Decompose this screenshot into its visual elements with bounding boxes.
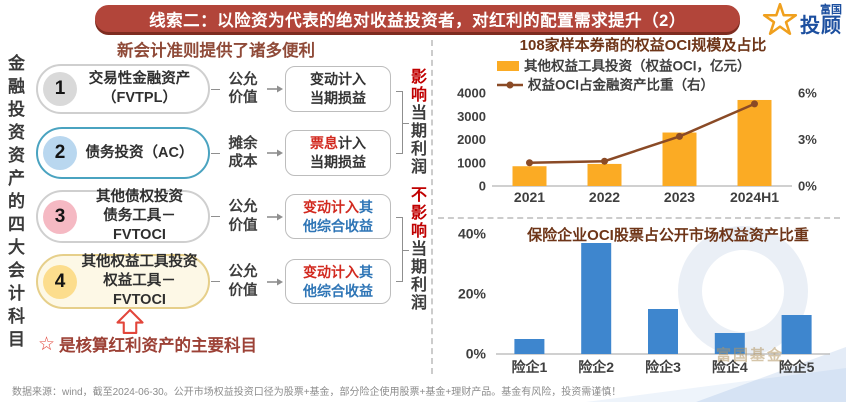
- category-label: 险企5: [779, 359, 815, 375]
- flow-arrow-icon: [267, 149, 283, 157]
- star-icon: [762, 2, 798, 35]
- category-label: 2022: [589, 189, 620, 205]
- result-box: 变动计入其 他综合收益: [285, 258, 391, 305]
- bar-险企4: [714, 333, 745, 354]
- bar-险企5: [781, 315, 812, 354]
- account-name: 其他债权投资 债务工具－FVTOCI: [96, 189, 183, 243]
- result-box: 变动计入其 他综合收益: [285, 193, 391, 240]
- row-number-badge: 2: [43, 136, 77, 170]
- account-name: 其他权益工具投资 权益工具－FVTOCI: [81, 254, 198, 308]
- category-label: 2023: [664, 189, 695, 205]
- account-pill: 1 交易性金融资产 （FVTPL）: [36, 64, 210, 114]
- axis-tick: 2000: [457, 132, 486, 147]
- account-pill: 4 其他权益工具投资 权益工具－FVTOCI: [36, 254, 210, 309]
- account-name: 债务投资（AC）: [85, 144, 194, 161]
- measurement-label: 摊余 成本: [228, 135, 258, 170]
- category-label: 险企1: [512, 359, 548, 375]
- bracket: [396, 91, 409, 154]
- oci-stock-ratio-chart: 保险企业OCI股票占公开市场权益资产比重 0% 20% 40% 险企1 险企2 险企3 险企4…: [440, 222, 846, 380]
- connector-line: [211, 152, 220, 154]
- svg-text:保险企业OCI股票占公开市场权益资产比重: 保险企业OCI股票占公开市场权益资产比重: [526, 226, 809, 244]
- watermark-text: 富国基金: [716, 347, 785, 364]
- bar-险企2: [581, 243, 612, 354]
- ratio-line: [529, 102, 755, 164]
- flow-arrow-icon: [267, 278, 283, 285]
- star-outline-icon: ☆: [38, 333, 56, 355]
- row-number-badge: 4: [43, 264, 77, 299]
- flow-arrow-icon: [267, 213, 283, 220]
- axis-tick: 0%: [466, 346, 487, 362]
- bar-2022: [587, 163, 622, 186]
- flow-arrow-icon: [267, 85, 283, 93]
- connector-line: [211, 216, 220, 217]
- measurement-label: 公允 价值: [228, 264, 258, 299]
- left-panel-title: 新会计准则提供了诸多便利: [117, 42, 315, 60]
- svg-text:108家样本券商的权益OCI规模及占比: 108家样本券商的权益OCI规模及占比: [520, 36, 767, 54]
- vertical-section-label: 金融投资资产的四大会计科目: [5, 54, 24, 353]
- result-box: 票息计入 当期损益: [285, 130, 391, 176]
- svg-text:权益OCI占金融资产比重（右）: 权益OCI占金融资产比重（右）: [527, 77, 714, 93]
- brand-name: 富国: [820, 3, 842, 16]
- category-label: 险企3: [645, 359, 681, 375]
- impact-label-profit: 影响当期利润: [408, 68, 425, 176]
- vertical-divider: [431, 40, 433, 374]
- account-row-1: 1 交易性金融资产 （FVTPL） 公允 价值 变动计入 当期损益: [36, 64, 398, 114]
- brand-logo: 富国 投顾: [761, 1, 842, 39]
- measurement-label: 公允 价值: [228, 71, 258, 106]
- axis-tick: 0%: [798, 179, 817, 194]
- category-label: 险企4: [712, 359, 748, 375]
- bracket: [396, 217, 409, 282]
- axis-tick: 4000: [457, 86, 486, 101]
- row-number-badge: 3: [43, 199, 77, 234]
- axis-tick: 6%: [798, 86, 817, 101]
- category-label: 2024H1: [730, 189, 779, 205]
- account-pill: 3 其他债权投资 债务工具－FVTOCI: [36, 189, 210, 243]
- dividend-note: ☆ 是核算红利资产的主要科目: [38, 333, 258, 356]
- bar-险企1: [514, 339, 545, 354]
- bar-2024H1: [737, 99, 772, 186]
- horizontal-divider: [438, 217, 840, 219]
- row-number-badge: 1: [43, 72, 77, 106]
- axis-tick: 40%: [458, 226, 487, 242]
- connector-line: [211, 281, 220, 282]
- connector-line: [211, 88, 220, 90]
- axis-tick: 3%: [798, 132, 817, 147]
- axis-tick: 0: [479, 179, 486, 194]
- up-arrow-icon: [116, 309, 144, 334]
- bar-险企3: [648, 309, 678, 354]
- product-name: 投顾: [800, 14, 842, 37]
- axis-tick: 1000: [457, 155, 486, 170]
- account-row-3: 3 其他债权投资 债务工具－FVTOCI 公允 价值 变动计入其 他综合收益: [36, 189, 398, 243]
- category-label: 险企2: [578, 359, 614, 375]
- category-label: 2021: [514, 189, 545, 205]
- axis-tick: 20%: [458, 286, 487, 302]
- impact-label-no-profit: 不影响当期利润: [408, 186, 425, 312]
- account-name: 交易性金融资产 （FVTPL）: [88, 71, 191, 106]
- result-box: 变动计入 当期损益: [285, 66, 391, 112]
- account-pill: 2 债务投资（AC）: [36, 127, 210, 179]
- bar-2021: [512, 166, 547, 186]
- account-row-2: 2 债务投资（AC） 摊余 成本 票息计入 当期损益: [36, 127, 398, 179]
- account-row-4: 4 其他权益工具投资 权益工具－FVTOCI 公允 价值 变动计入其 他综合收益: [36, 254, 398, 309]
- axis-tick: 3000: [457, 109, 486, 124]
- measurement-label: 公允 价值: [228, 199, 258, 234]
- footnote: 数据来源：wind，截至2024-06-30。公开市场权益投资口径为股票+基金，…: [12, 387, 622, 398]
- oci-scale-chart: 108家样本券商的权益OCI规模及占比其他权益工具投资（权益OCI，亿元） 权益O…: [440, 34, 846, 216]
- svg-text:其他权益工具投资（权益OCI，亿元）: 其他权益工具投资（权益OCI，亿元）: [524, 58, 751, 74]
- page-title: 线索二：以险资为代表的绝对收益投资者，对红利的配置需求提升（2）: [95, 5, 740, 32]
